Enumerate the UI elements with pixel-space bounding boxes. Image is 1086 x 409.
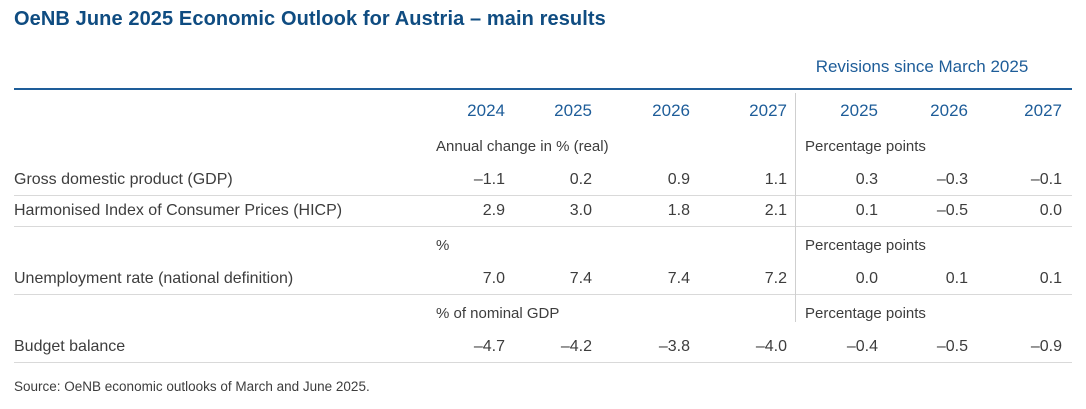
unit-label-main: Annual change in % (real) [436, 138, 609, 155]
revisions-divider-line [795, 93, 796, 322]
cell-revision-value: –0.5 [936, 338, 968, 355]
cell-revision-value: –0.4 [846, 338, 878, 355]
cell-value: 7.0 [482, 270, 505, 287]
rev-year-col-2025: 2025 [840, 101, 878, 120]
cell-value: 7.2 [764, 270, 787, 287]
cell-value: 0.9 [667, 171, 690, 188]
unit-label-main: % of nominal GDP [436, 305, 560, 322]
cell-revision-value: –0.1 [1030, 171, 1062, 188]
cell-value: 0.2 [569, 171, 592, 188]
revisions-header: Revisions since March 2025 [815, 57, 1029, 76]
cell-revision-value: 0.3 [855, 171, 878, 188]
table-row-budget-balance: Budget balance –4.7 –4.2 –3.8 –4.0 –0.4 … [14, 332, 1072, 363]
row-label: Unemployment rate (national definition) [14, 270, 294, 287]
cell-value: –4.0 [755, 338, 787, 355]
cell-value: 2.9 [482, 202, 505, 219]
cell-value: –4.2 [560, 338, 592, 355]
cell-revision-value: 0.1 [855, 202, 878, 219]
cell-value: 2.1 [764, 202, 787, 219]
unit-row-group-2: % Percentage points [14, 227, 1072, 264]
page-title: OeNB June 2025 Economic Outlook for Aust… [14, 8, 606, 30]
cell-revision-value: –0.3 [936, 171, 968, 188]
year-col-2027: 2027 [749, 101, 787, 120]
cell-revision-value: –0.5 [936, 202, 968, 219]
unit-row-group-1: Annual change in % (real) Percentage poi… [14, 128, 1072, 165]
unit-label-main: % [436, 237, 450, 254]
cell-value: 7.4 [569, 270, 592, 287]
unit-label-revisions: Percentage points [805, 305, 926, 322]
cell-value: 1.8 [667, 202, 690, 219]
row-label: Budget balance [14, 338, 126, 355]
cell-value: 7.4 [667, 270, 690, 287]
cell-revision-value: 0.0 [1039, 202, 1062, 219]
cell-revision-value: 0.1 [1039, 270, 1062, 287]
cell-revision-value: –0.9 [1030, 338, 1062, 355]
year-col-2026: 2026 [652, 101, 690, 120]
table-row-hicp: Harmonised Index of Consumer Prices (HIC… [14, 196, 1072, 227]
year-header-row: 2024 2025 2026 2027 2025 2026 2027 [14, 90, 1072, 128]
row-label: Gross domestic product (GDP) [14, 171, 233, 188]
table-row-unemployment: Unemployment rate (national definition) … [14, 264, 1072, 295]
table-row-gdp: Gross domestic product (GDP) –1.1 0.2 0.… [14, 165, 1072, 196]
cell-revision-value: 0.1 [945, 270, 968, 287]
rev-year-col-2026: 2026 [930, 101, 968, 120]
cell-revision-value: 0.0 [855, 270, 878, 287]
cell-value: –1.1 [473, 171, 505, 188]
unit-row-group-3: % of nominal GDP Percentage points [14, 295, 1072, 332]
cell-value: 3.0 [569, 202, 592, 219]
cell-value: –4.7 [473, 338, 505, 355]
row-label: Harmonised Index of Consumer Prices (HIC… [14, 202, 343, 219]
rev-year-col-2027: 2027 [1024, 101, 1062, 120]
table-body: 2024 2025 2026 2027 2025 2026 2027 Annua… [14, 88, 1072, 363]
cell-value: 1.1 [764, 171, 787, 188]
unit-label-revisions: Percentage points [805, 237, 926, 254]
year-col-2024: 2024 [467, 101, 505, 120]
cell-value: –3.8 [658, 338, 690, 355]
unit-label-revisions: Percentage points [805, 138, 926, 155]
source-note: Source: OeNB economic outlooks of March … [14, 379, 370, 394]
year-col-2025: 2025 [554, 101, 592, 120]
